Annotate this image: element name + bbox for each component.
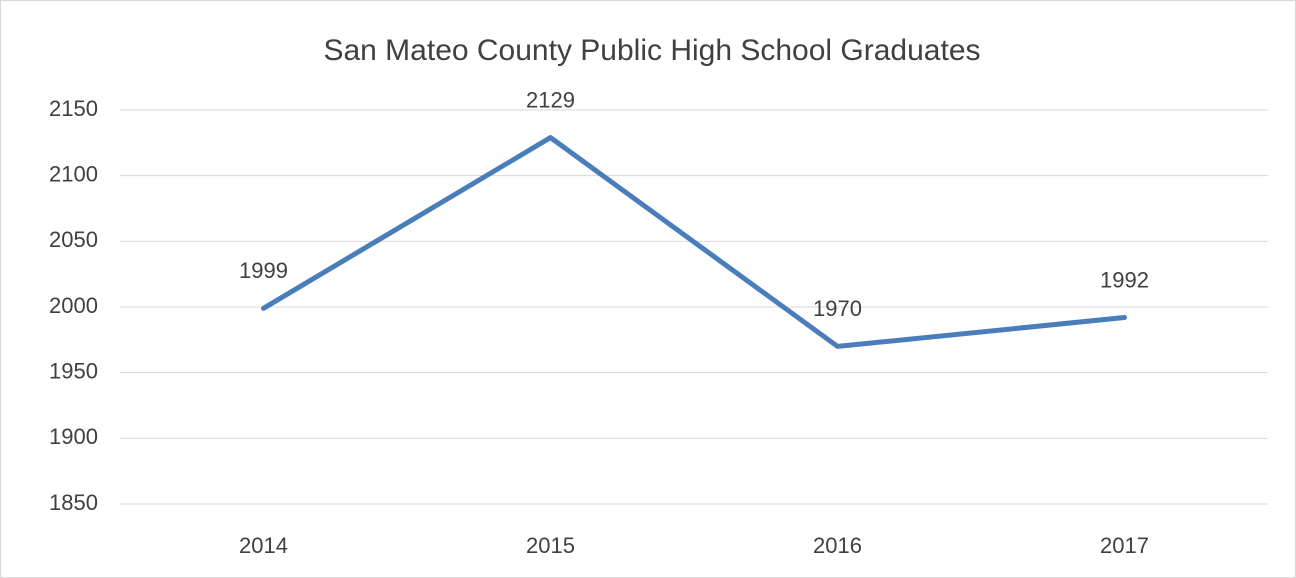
y-tick-label: 2150 [49, 96, 98, 121]
data-label: 1992 [1100, 267, 1149, 292]
x-tick-label: 2016 [813, 533, 862, 558]
y-tick-label: 1900 [49, 424, 98, 449]
data-label: 1999 [239, 258, 288, 283]
data-line [261, 135, 1127, 349]
y-tick-label: 1850 [49, 490, 98, 515]
x-tick-label: 2014 [239, 533, 288, 558]
y-tick-label: 2050 [49, 227, 98, 252]
chart-title: San Mateo County Public High School Grad… [323, 34, 980, 67]
x-tick-label: 2017 [1100, 533, 1149, 558]
y-tick-label: 1950 [49, 358, 98, 383]
y-tick-label: 2100 [49, 161, 98, 186]
data-label: 1970 [813, 296, 862, 321]
data-label: 2129 [526, 87, 575, 112]
x-tick-label: 2015 [526, 533, 575, 558]
y-tick-label: 2000 [49, 293, 98, 318]
